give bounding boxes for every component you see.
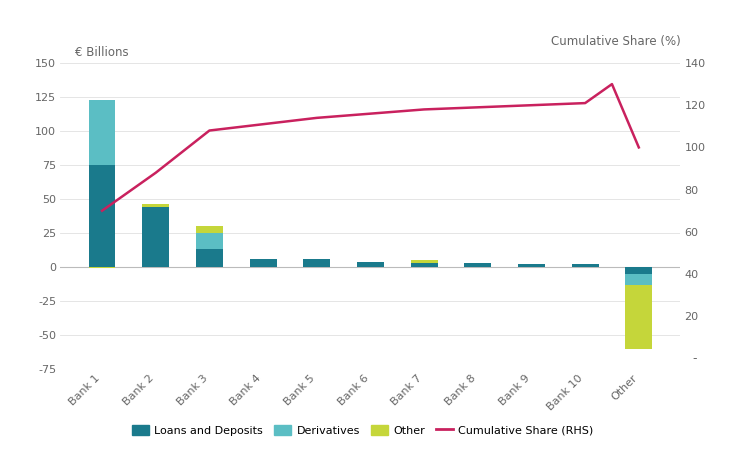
Text: € Billions: € Billions [76,46,129,59]
Bar [196,249,223,267]
Bar [357,261,384,267]
Bar [303,259,330,267]
Bar [88,267,116,268]
Bar [196,226,223,233]
Text: -: - [692,352,697,365]
Bar [572,264,599,267]
Legend: Loans and Deposits, Derivatives, Other, Cumulative Share (RHS): Loans and Deposits, Derivatives, Other, … [128,420,598,440]
Bar [142,207,169,267]
Bar [411,260,438,263]
Bar [142,204,169,207]
Bar [411,263,438,267]
Bar [196,233,223,249]
Bar [625,267,652,274]
Bar [464,263,491,267]
Text: Cumulative Share (%): Cumulative Share (%) [550,35,680,48]
Bar [625,274,652,285]
Bar [88,165,116,267]
Bar [88,100,116,165]
Bar [518,264,545,267]
Bar [625,285,652,349]
Bar [249,259,277,267]
